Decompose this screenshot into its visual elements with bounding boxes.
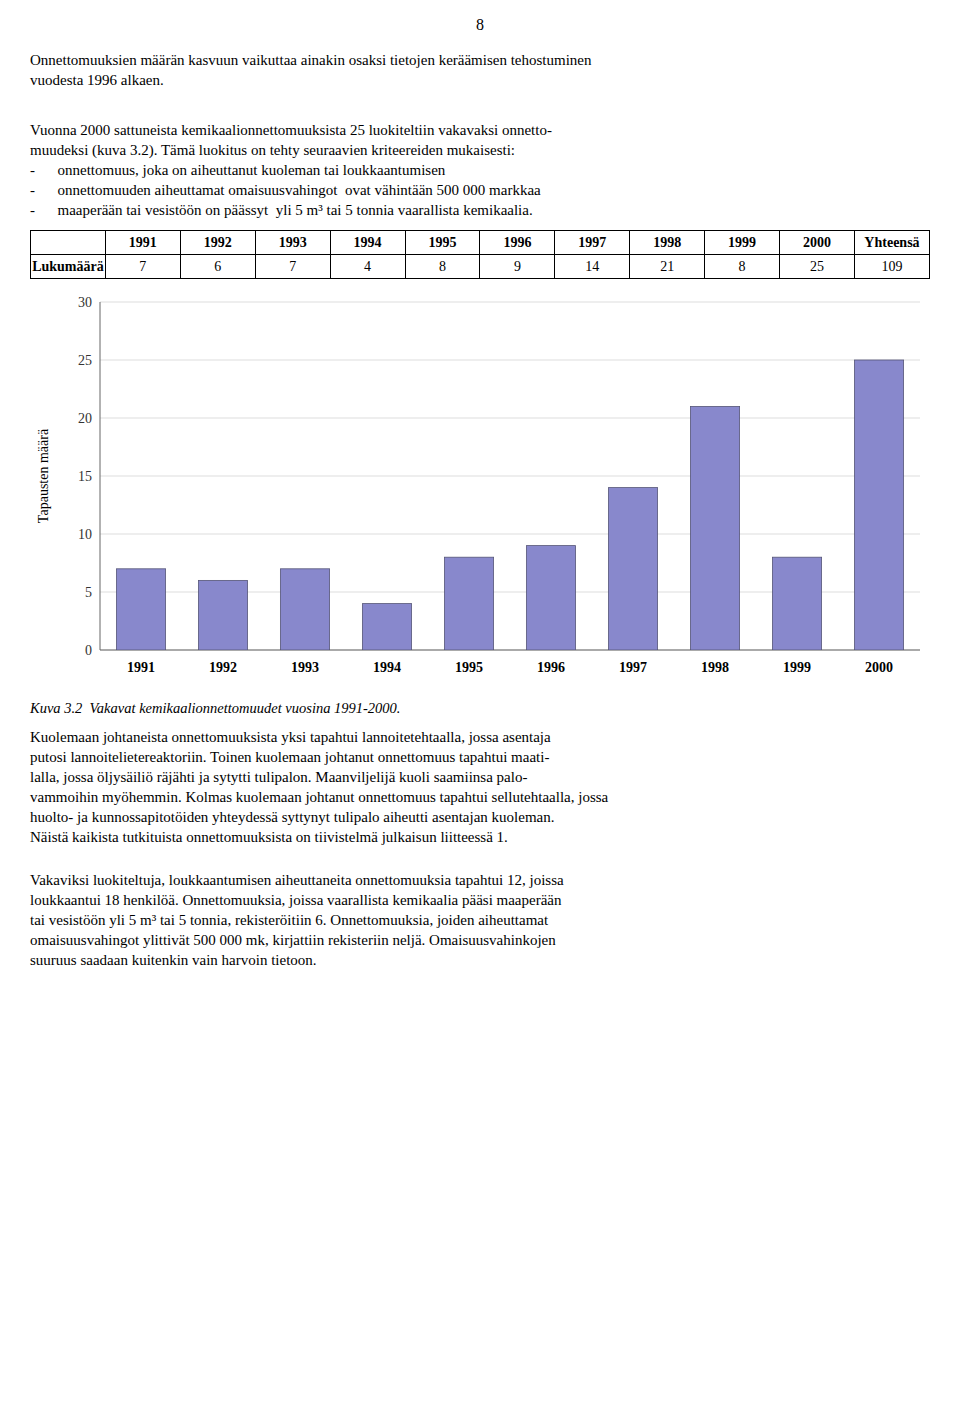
table-header: 1995 [405,231,480,255]
table-row-label: Lukumäärä [31,255,106,279]
x-tick-label: 1991 [127,660,155,675]
grid-line [100,534,920,535]
x-tick-label: 1994 [373,660,401,675]
table-value: 8 [405,255,480,279]
bar [772,557,821,650]
table-header: 1998 [630,231,705,255]
bar [608,488,657,650]
table-header: 1999 [705,231,780,255]
text-line: Vakaviksi luokiteltuja, loukkaantumisen … [30,870,564,890]
table-header: 1991 [105,231,180,255]
table-value: 21 [630,255,705,279]
x-tick-label: 1996 [537,660,565,675]
text-line: lalla, jossa öljysäiliö räjähti ja sytyt… [30,767,527,787]
text-line: suuruus saadaan kuitenkin vain harvoin t… [30,950,317,970]
text-line: loukkaantui 18 henkilöä. Onnettomuuksia,… [30,890,562,910]
y-tick-label: 25 [78,353,92,368]
x-tick-label: 1999 [783,660,811,675]
x-tick-label: 1992 [209,660,237,675]
bar [526,546,575,650]
table-value: 6 [180,255,255,279]
table-value: 109 [854,255,929,279]
table-header: 1993 [255,231,330,255]
bar [854,360,903,650]
table-header: 1996 [480,231,555,255]
text-line: - onnettomuus, joka on aiheuttanut kuole… [30,160,445,180]
text-line: vammoihin myöhemmin. Kolmas kuolemaan jo… [30,787,608,807]
page-number: 8 [0,16,960,34]
caption: Kuva 3.2 Vakavat kemikaalionnettomuudet … [30,700,401,717]
table-value: 7 [255,255,330,279]
x-tick-label: 1993 [291,660,319,675]
bars [116,360,903,650]
table-header: 1992 [180,231,255,255]
y-tick-label: 15 [78,469,92,484]
y-tick-label: 10 [78,527,92,542]
table-value: 9 [480,255,555,279]
y-axis-line [100,302,101,650]
grid-line [100,418,920,419]
text-line: vuodesta 1996 alkaen. [30,70,164,90]
y-tick-label: 30 [78,295,92,310]
bar [116,569,165,650]
y-tick-label: 20 [78,411,92,426]
x-tick-label: 2000 [865,660,893,675]
y-axis-label: Tapausten määrä [36,428,51,523]
table-header-row: 1991199219931994199519961997199819992000… [31,231,930,255]
table-value: 8 [705,255,780,279]
x-tick-label: 1995 [455,660,483,675]
table-cell [31,231,106,255]
grid-line [100,360,920,361]
table-value: 4 [330,255,405,279]
text-line: tai vesistöön yli 5 m³ tai 5 tonnia, rek… [30,910,548,930]
x-tick-label: 1997 [619,660,647,675]
table-header: 1997 [555,231,630,255]
y-tick-label: 5 [85,585,92,600]
y-tick-label: 0 [85,643,92,658]
table-header: 2000 [780,231,855,255]
text-line: Näistä kaikista tutkituista onnettomuuks… [30,827,508,847]
text-line: Kuolemaan johtaneista onnettomuuksista y… [30,727,551,747]
table-value-row: Lukumäärä7674891421825109 [31,255,930,279]
bar [362,604,411,650]
text-line: - maaperään tai vesistöön on päässyt yli… [30,200,533,220]
text-line: muudeksi (kuva 3.2). Tämä luokitus on te… [30,140,515,160]
table-header: Yhteensä [854,231,929,255]
table-value: 25 [780,255,855,279]
text-line: Vuonna 2000 sattuneista kemikaalionnetto… [30,120,552,140]
table-header: 1994 [330,231,405,255]
bar [690,406,739,650]
bar-chart: 0 5 10 15 20 25 30 1991 1992 1993 1994 1995 1996 1997… [30,290,930,690]
text-line: putosi lannoitelietereaktoriin. Toinen k… [30,747,549,767]
grid-line [100,302,920,303]
text-line: - onnettomuuden aiheuttamat omaisuusvahi… [30,180,541,200]
bar [444,557,493,650]
data-table: 1991199219931994199519961997199819992000… [30,230,930,279]
text-line: Onnettomuuksien määrän kasvuun vaikuttaa… [30,50,592,70]
table-value: 7 [105,255,180,279]
page: {"page_number": "8", "paragraphs": [ ["O… [0,0,960,1402]
bar [280,569,329,650]
text-line: omaisuusvahingot ylittivät 500 000 mk, k… [30,930,556,950]
x-tick-label: 1998 [701,660,729,675]
grid-line [100,476,920,477]
table-value: 14 [555,255,630,279]
bar [198,580,247,650]
text-line: huolto- ja kunnossapitotöiden yhteydessä… [30,807,555,827]
